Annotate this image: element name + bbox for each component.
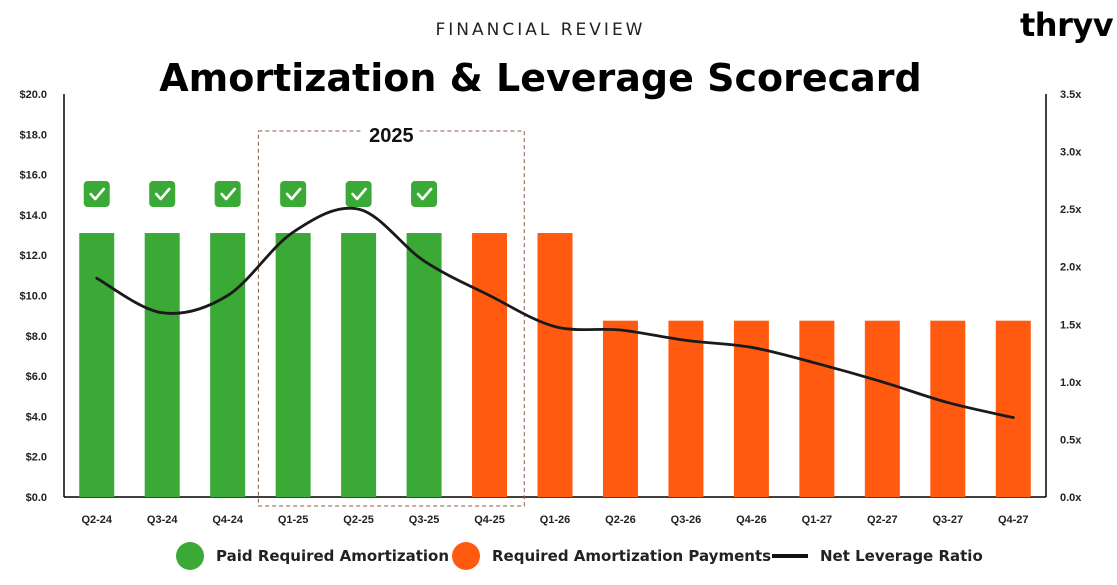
x-tick-label: Q3-27: [933, 514, 964, 526]
x-tick-label: Q3-26: [671, 514, 702, 526]
check-icon: [351, 187, 367, 201]
y-tick-label-right: 2.5x: [1060, 204, 1082, 216]
check-icon-bg: [83, 181, 110, 207]
bar-paid: [144, 233, 180, 497]
x-tick-label: Q1-25: [278, 514, 309, 526]
legend: Paid Required Amortization Required Amor…: [0, 540, 1117, 572]
y-tick-label-left: $10.0: [19, 291, 47, 303]
x-tick-label: Q3-25: [409, 514, 440, 526]
bar-required: [864, 320, 900, 497]
x-tick-label: Q2-27: [867, 514, 898, 526]
y-tick-label-right: 3.5x: [1060, 89, 1082, 101]
check-icon-bg: [411, 181, 438, 207]
y-tick-label-left: $4.0: [26, 411, 47, 423]
highlight-label-bg: [363, 123, 420, 149]
bar-required: [668, 320, 704, 497]
check-icon-bg: [149, 181, 176, 207]
y-tick-label-left: $8.0: [26, 331, 47, 343]
y-tick-label-right: 0.5x: [1060, 434, 1082, 446]
bar-required: [602, 320, 638, 497]
legend-item-leverage: Net Leverage Ratio: [772, 540, 983, 572]
legend-swatch-paid: [176, 542, 204, 570]
y-tick-label-right: 2.0x: [1060, 262, 1082, 274]
y-tick-label-left: $12.0: [19, 250, 47, 262]
bar-paid: [275, 233, 311, 497]
highlight-label: 2025: [369, 125, 414, 147]
check-icon: [285, 187, 302, 201]
y-tick-label-left: $20.0: [19, 89, 47, 101]
legend-label-leverage: Net Leverage Ratio: [820, 547, 983, 565]
check-icon: [154, 187, 171, 201]
series-line-leverage: [95, 206, 1015, 419]
brand-logo: thryv: [1020, 6, 1114, 44]
check-icon: [220, 187, 236, 201]
highlight-box-2025: [257, 130, 525, 507]
legend-label-required: Required Amortization Payments: [492, 547, 772, 565]
bar-paid: [210, 233, 246, 497]
check-icon-bg: [345, 181, 372, 207]
x-tick-label: Q1-27: [802, 514, 833, 526]
y-tick-label-left: $14.0: [19, 210, 47, 222]
x-tick-label: Q4-26: [736, 514, 767, 526]
y-tick-label-left: $18.0: [19, 129, 47, 141]
x-tick-label: Q4-25: [474, 514, 505, 526]
x-tick-label: Q2-26: [605, 514, 636, 526]
legend-item-paid: Paid Required Amortization: [176, 540, 449, 572]
legend-item-required: Required Amortization Payments: [452, 540, 771, 572]
y-tick-label-right: 3.0x: [1060, 147, 1082, 159]
check-icon-bg: [280, 181, 307, 207]
bar-required: [995, 320, 1031, 497]
legend-label-paid: Paid Required Amortization: [216, 547, 450, 565]
bar-paid: [341, 233, 377, 497]
y-tick-label-right: 0.0x: [1060, 492, 1082, 504]
check-icon-bg: [214, 181, 241, 207]
y-tick-label-left: $16.0: [19, 170, 47, 182]
legend-swatch-required: [452, 542, 480, 570]
bar-paid: [406, 233, 442, 497]
y-tick-label-left: $2.0: [26, 452, 47, 464]
x-tick-label: Q2-24: [81, 514, 112, 526]
y-tick-label-right: 1.5x: [1060, 319, 1082, 331]
x-tick-label: Q4-24: [212, 514, 243, 526]
y-tick-label-right: 1.0x: [1060, 377, 1082, 389]
eyebrow-label: FINANCIAL REVIEW: [435, 20, 646, 40]
chart-svg: $0.0 $2.0 $4.0 $6.0 $8.0 $10.0 $12.0 $14.0 $16.0…: [19, 89, 1082, 526]
bar-required: [537, 233, 573, 497]
y-tick-label-left: $6.0: [26, 371, 47, 383]
bar-required: [930, 320, 966, 497]
y-tick-label-left: $0.0: [26, 492, 47, 504]
chart-title: Amortization & Leverage Scorecard: [159, 56, 922, 100]
x-tick-label: Q4-27: [998, 514, 1029, 526]
x-tick-label: Q3-24: [147, 514, 178, 526]
bar-required: [472, 233, 508, 497]
x-tick-label: Q1-26: [540, 514, 571, 526]
check-icon: [89, 187, 106, 201]
check-icon: [416, 187, 433, 201]
legend-swatch-leverage: [772, 554, 808, 558]
x-tick-label: Q2-25: [343, 514, 374, 526]
bar-required: [799, 320, 835, 497]
bar-paid: [79, 233, 115, 497]
